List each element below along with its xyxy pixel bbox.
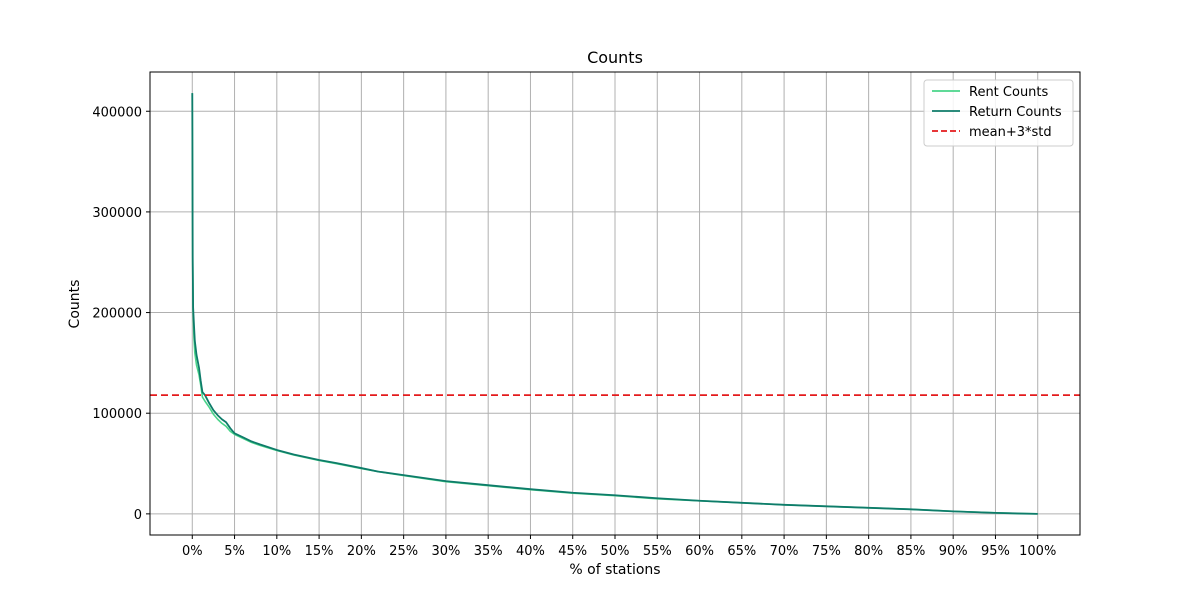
legend-label: mean+3*std <box>969 125 1052 140</box>
x-tick-label: 65% <box>727 544 756 559</box>
x-tick-label: 10% <box>262 544 291 559</box>
x-tick-label: 75% <box>812 544 841 559</box>
x-tick-label: 45% <box>558 544 587 559</box>
x-tick-label: 90% <box>939 544 968 559</box>
x-tick-label: 20% <box>347 544 376 559</box>
y-tick-label: 300000 <box>92 206 142 221</box>
x-tick-label: 40% <box>516 544 545 559</box>
legend-label: Return Counts <box>969 105 1062 120</box>
y-axis-label: Counts <box>67 280 83 329</box>
ticks: 0% 5% 10% 15% 20% 25% 30% 35% 40% 45% 50% 55% 60% 65%… <box>92 105 1056 559</box>
x-tick-label: 0% <box>182 544 203 559</box>
legend-label: Rent Counts <box>969 85 1049 100</box>
y-tick-label: 400000 <box>92 105 142 120</box>
y-tick-label: 200000 <box>92 307 142 322</box>
x-tick-label: 55% <box>643 544 672 559</box>
x-tick-label: 95% <box>981 544 1010 559</box>
x-tick-label: 30% <box>431 544 460 559</box>
series-line-return-counts <box>191 93 1038 515</box>
y-tick-label: 0 <box>134 508 142 523</box>
x-tick-label: 60% <box>685 544 714 559</box>
x-tick-label: 5% <box>224 544 245 559</box>
legend: Rent Counts Return Counts mean+3*std <box>923 79 1074 147</box>
x-tick-label: 25% <box>389 544 418 559</box>
chart-title: Counts <box>587 48 643 67</box>
plot-area <box>150 93 1080 515</box>
x-tick-label: 100% <box>1019 544 1056 559</box>
x-tick-label: 85% <box>896 544 925 559</box>
x-tick-label: 70% <box>770 544 799 559</box>
x-tick-label: 15% <box>305 544 334 559</box>
legend-box <box>923 79 1074 147</box>
x-axis-label: % of stations <box>569 562 660 578</box>
y-tick-label: 100000 <box>92 407 142 422</box>
x-tick-label: 80% <box>854 544 883 559</box>
x-tick-label: 35% <box>474 544 503 559</box>
x-tick-label: 50% <box>601 544 630 559</box>
